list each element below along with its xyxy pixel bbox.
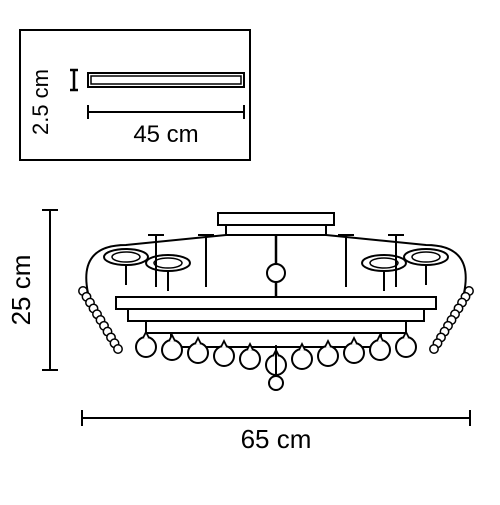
dimension-label: 25 cm [6, 255, 36, 326]
dimension-label: 2.5 cm [28, 69, 53, 135]
dimension-label: 65 cm [241, 424, 312, 454]
dimension-label: 45 cm [133, 121, 198, 148]
